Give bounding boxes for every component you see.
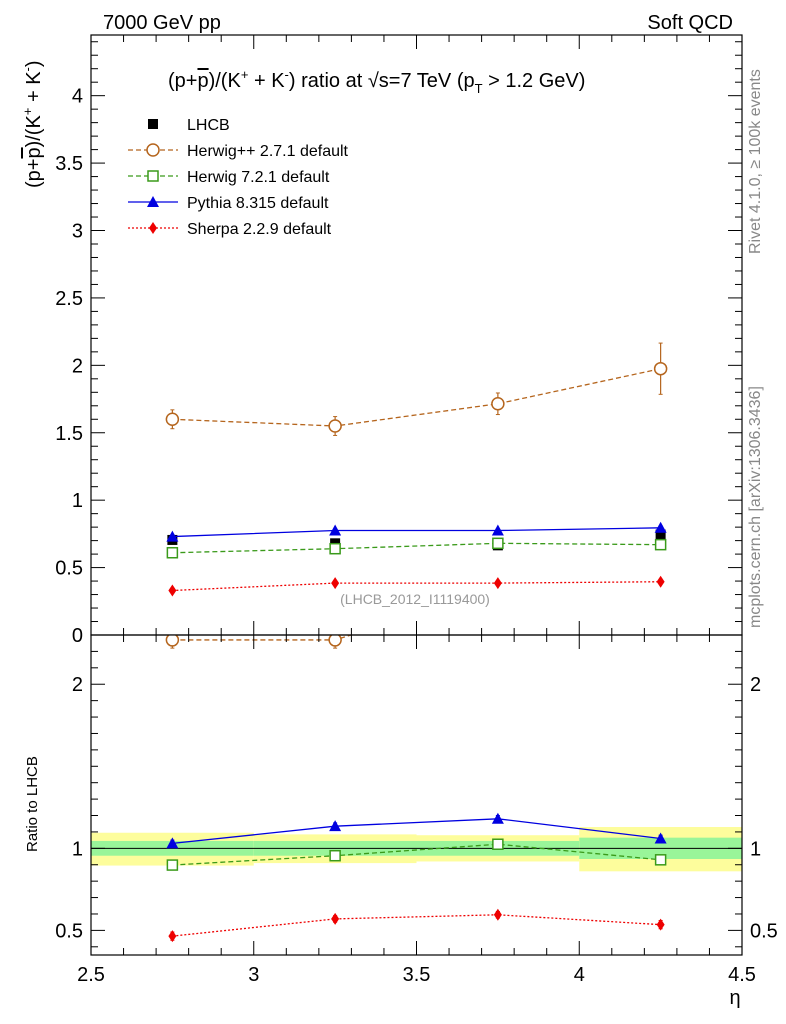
series-group [165, 342, 668, 597]
data-point-pythia [654, 521, 667, 533]
header-left: 7000 GeV pp [103, 12, 221, 34]
main-title: (p+p)/(K+ + K-) ratio at √s=7 TeV (pT > … [168, 67, 585, 96]
data-point-sherpa [168, 584, 177, 597]
y-tick-label: 1.5 [55, 423, 83, 445]
data-point-herwig7 [166, 547, 179, 559]
data-point-herwigpp [328, 419, 342, 433]
data-point-sherpa [168, 930, 177, 943]
data-point-herwig7 [329, 849, 341, 862]
data-point-sherpa [331, 577, 340, 590]
x-tick-label: 2.5 [77, 964, 105, 986]
main-ylabel: (p+p)/(K+ + K-) [20, 60, 45, 188]
legend-label-herwigpp: Herwig++ 2.7.1 default [187, 143, 349, 160]
legend-label-herwig7: Herwig 7.2.1 default [187, 169, 330, 186]
legend-marker-data [148, 119, 158, 129]
y-tick-label: 0.5 [55, 920, 83, 942]
data-point-sherpa [656, 575, 665, 588]
y-tick-label-right: 0.5 [750, 920, 778, 942]
data-point-herwigpp [165, 412, 180, 427]
x-tick-label: 3 [248, 964, 259, 986]
y-tick-label: 0 [72, 625, 83, 647]
series-line-pythia [172, 818, 661, 845]
series-line-sherpa [172, 581, 661, 592]
data-point-pythia [329, 820, 342, 832]
series-line-pythia [172, 527, 661, 538]
legend-label-sherpa: Sherpa 2.2.9 default [187, 221, 332, 238]
series-line-herwig7 [172, 843, 661, 866]
data-point-pythia [491, 524, 504, 536]
y-tick-label: 1 [72, 838, 83, 860]
legend-marker-herwig7 [147, 170, 159, 182]
y-tick-label: 2 [72, 674, 83, 696]
analysis-label: (LHCB_2012_I1119400) [340, 591, 490, 607]
header-right: Soft QCD [647, 12, 733, 34]
legend-marker-herwigpp [146, 143, 160, 157]
ratio-panel: 0.5 0.5 1 1 2 2 2.5 3 3.5 4 4.5 [55, 634, 778, 986]
y-tick-label: 3 [72, 221, 83, 243]
data-point-herwig7 [654, 538, 667, 551]
main-panel: 0 0.5 1 1.5 2 2.5 3 3.5 4 [55, 34, 743, 647]
data-point-herwigpp [491, 397, 505, 411]
data-point-sherpa [331, 912, 340, 925]
legend: LHCB Herwig++ 2.7.1 default Herwig 7.2.1 d… [128, 117, 349, 238]
data-point-sherpa [656, 918, 665, 931]
y-tick-label: 3.5 [55, 153, 83, 175]
data-point-herwig7 [492, 838, 504, 850]
series-group [165, 635, 667, 943]
data-point-sherpa [493, 577, 502, 590]
mcplots-label: mcplots.cern.ch [arXiv:1306.3436] [747, 386, 764, 628]
data-point-pythia [166, 530, 179, 542]
data-point-herwig7 [654, 854, 667, 866]
legend-label-pythia: Pythia 8.315 default [187, 195, 329, 212]
data-point-herwigpp [653, 361, 668, 376]
x-axis-label: η [729, 987, 740, 1009]
data-point-pythia [491, 812, 504, 824]
data-point-herwig7 [166, 859, 179, 871]
data-point-pythia [654, 832, 667, 844]
data-point-herwigpp [165, 635, 180, 647]
sqrt-icon: √ [368, 70, 379, 92]
x-tick-label: 3.5 [403, 964, 431, 986]
legend-marker-sherpa [149, 222, 157, 234]
y-tick-label: 1 [72, 490, 83, 512]
series-line-herwigpp [172, 368, 661, 427]
legend-marker-pythia [147, 196, 159, 207]
y-tick-label-right: 2 [750, 674, 761, 696]
legend-label-data: LHCB [187, 117, 230, 134]
series-line-sherpa [172, 914, 661, 937]
y-tick-label: 4 [72, 86, 83, 108]
data-point-pythia [166, 837, 179, 849]
rivet-label: Rivet 4.1.0, ≥ 100k events [747, 69, 764, 254]
data-point-herwig7 [492, 537, 504, 550]
data-point-sherpa [493, 908, 502, 921]
data-point-herwigpp [328, 635, 342, 647]
data-point-data [655, 529, 666, 540]
data-point-pythia [329, 524, 342, 536]
y-tick-label-right: 1 [750, 838, 761, 860]
x-tick-label: 4 [574, 964, 585, 986]
plot-frame [90, 634, 743, 956]
y-tick-label: 2 [72, 355, 83, 377]
data-point-herwig7 [329, 542, 341, 555]
ratio-ylabel: Ratio to LHCB [24, 756, 41, 852]
y-tick-label: 0.5 [55, 558, 83, 580]
x-tick-label: 4.5 [728, 964, 756, 986]
series-line-herwig7 [172, 542, 661, 554]
y-tick-label: 2.5 [55, 288, 83, 310]
